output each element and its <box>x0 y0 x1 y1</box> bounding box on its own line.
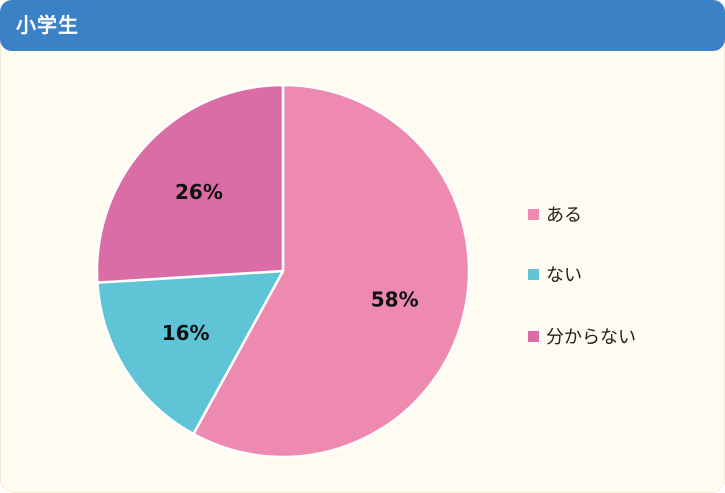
legend-label-aru: ある <box>546 205 582 226</box>
pie-slice-labels: 58% 16% 26% <box>162 180 419 345</box>
pie-slice-nai <box>96 269 285 436</box>
legend-swatch-aru <box>528 209 539 220</box>
slice-label-aru: 58% <box>371 288 419 312</box>
slice-label-nai: 16% <box>162 321 210 345</box>
legend-swatch-wakaranai <box>528 331 539 342</box>
legend: ある ない 分からない <box>528 205 636 348</box>
legend-swatch-nai <box>528 269 539 280</box>
slice-label-wakaranai: 26% <box>175 180 223 204</box>
legend-item: ない <box>528 265 582 286</box>
legend-item: 分からない <box>528 327 636 348</box>
page-title: 小学生 <box>16 13 79 37</box>
legend-label-wakaranai: 分からない <box>546 327 636 348</box>
pie-slice-aru <box>192 83 471 459</box>
pie-slices <box>95 83 471 459</box>
legend-item: ある <box>528 205 582 226</box>
legend-label-nai: ない <box>546 265 582 286</box>
pie-slice-wakaranai <box>95 83 285 284</box>
header-bar: 小学生 <box>0 0 725 51</box>
